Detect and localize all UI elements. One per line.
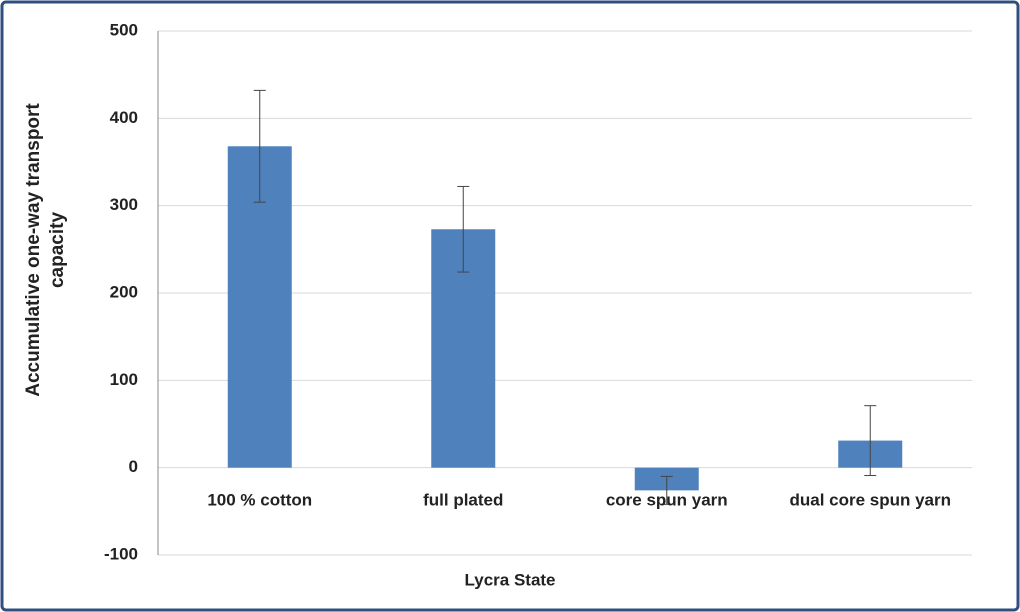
error-bar <box>253 89 266 203</box>
x-tick-label: dual core spun yarn <box>789 490 951 509</box>
y-axis-title-line: capacity <box>47 212 68 288</box>
error-bar <box>864 405 877 477</box>
x-axis-title: Lycra State <box>464 570 555 589</box>
x-tick-label: core spun yarn <box>606 490 728 509</box>
error-bar <box>457 185 470 273</box>
y-tick-label: 200 <box>110 282 138 301</box>
y-tick-label: 0 <box>129 457 138 476</box>
error-bar <box>660 475 673 505</box>
y-tick-label: 400 <box>110 108 138 127</box>
y-axis-title: Accumulative one-way transport capacity <box>23 103 68 397</box>
y-tick-label: 500 <box>110 20 138 39</box>
x-tick-label: full plated <box>423 490 503 509</box>
y-tick-label: 300 <box>110 195 138 214</box>
y-tick-label: 100 <box>110 370 138 389</box>
y-axis-title-line: Accumulative one-way transport <box>23 103 44 397</box>
x-tick-label: 100 % cotton <box>207 490 312 509</box>
y-tick-label: -100 <box>104 544 138 563</box>
